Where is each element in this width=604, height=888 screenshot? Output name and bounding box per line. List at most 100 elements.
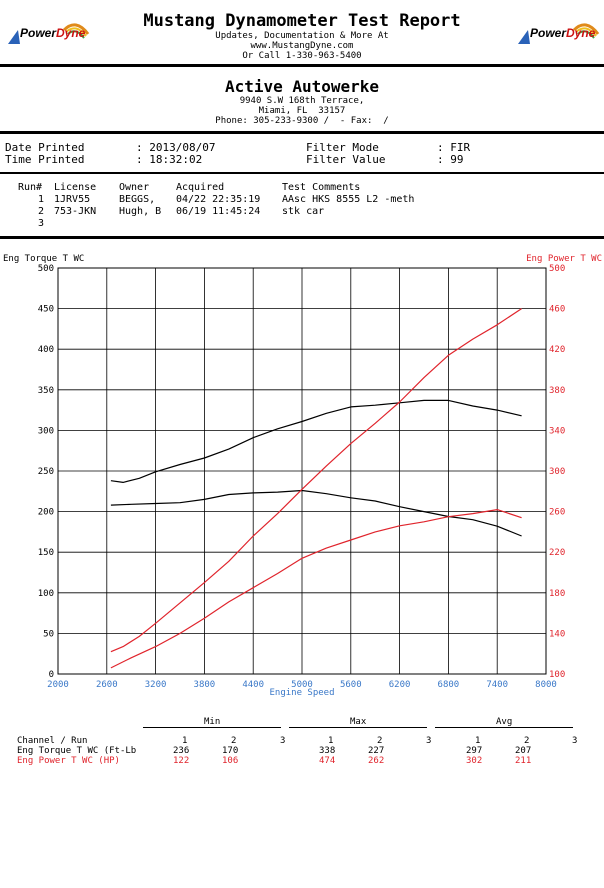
time-printed-value: : 18:32:02 xyxy=(136,153,203,166)
x-tick-label: 5000 xyxy=(291,680,313,690)
filter-mode-value: : FIR xyxy=(437,141,471,154)
torque-run-1-line xyxy=(110,399,522,483)
summary-cell: 211 xyxy=(515,756,532,766)
y-left-tick-label: 250 xyxy=(38,467,54,477)
y-left-tick-label: 100 xyxy=(38,589,54,599)
x-axis-label: Engine Speed xyxy=(269,688,334,698)
y-right-tick-label: 260 xyxy=(549,508,565,518)
power-run-2-line xyxy=(110,509,522,669)
date-printed-value: : 2013/08/07 xyxy=(136,141,216,154)
y-left-tick-label: 450 xyxy=(38,305,54,315)
filter-value-label: Filter Value xyxy=(306,153,386,166)
x-tick-label: 5600 xyxy=(340,680,362,690)
table-cell: 2 xyxy=(38,206,45,217)
y-right-tick-label: 340 xyxy=(549,426,565,436)
summary-run-number: 2 xyxy=(524,736,530,746)
summary-cell: 236 xyxy=(173,746,190,756)
y-right-tick-label: 460 xyxy=(549,305,565,315)
summary-cell: 170 xyxy=(222,746,239,756)
time-printed-label: Time Printed xyxy=(5,153,85,166)
y-left-tick-label: 150 xyxy=(38,548,54,558)
summary-run-number: 3 xyxy=(572,736,578,746)
summary-cell: 106 xyxy=(222,756,239,766)
x-tick-label: 2000 xyxy=(47,680,69,690)
summary-channel-header: Channel / Run xyxy=(17,736,88,746)
summary-run-number: 1 xyxy=(182,736,188,746)
x-tick-label: 6200 xyxy=(389,680,411,690)
filter-mode-label: Filter Mode xyxy=(306,141,379,154)
filter-value-value: : 99 xyxy=(437,153,464,166)
y-left-tick-label: 50 xyxy=(43,629,54,639)
summary-run-number: 1 xyxy=(328,736,334,746)
powerdyne-swoosh-icon xyxy=(8,23,90,44)
powerdyne-logo-right: PowerDyne xyxy=(516,20,600,48)
shop-address-2: Miami, FL 33157 xyxy=(258,106,346,116)
runs-header-acquired: Acquired xyxy=(176,182,225,193)
header-line-3: Or Call 1-330-963-5400 xyxy=(242,51,362,61)
y-right-tick-label: 500 xyxy=(549,264,565,274)
summary-cell: 227 xyxy=(368,746,385,756)
summary-group-max: Max xyxy=(350,717,367,727)
table-cell: stk car xyxy=(282,206,325,217)
divider xyxy=(0,131,604,134)
divider xyxy=(0,172,604,174)
summary-row-label: Eng Power T WC (HP) xyxy=(17,756,120,766)
x-tick-label: 3200 xyxy=(145,680,167,690)
right-axis-label: Eng Power T WC xyxy=(526,254,602,264)
left-axis-label: Eng Torque T WC xyxy=(3,254,84,264)
x-tick-label: 7400 xyxy=(486,680,508,690)
table-cell: 06/19 11:45:24 xyxy=(176,206,261,217)
header-line-2: www.MustangDyne.com xyxy=(250,41,354,51)
table-cell: 04/22 22:35:19 xyxy=(176,194,261,205)
x-tick-label: 4400 xyxy=(242,680,264,690)
summary-cell: 338 xyxy=(319,746,336,756)
table-cell: 3 xyxy=(38,218,45,229)
table-cell: AAsc HKS 8555 L2 -meth xyxy=(282,194,415,205)
date-printed-label: Date Printed xyxy=(5,141,85,154)
table-cell: BEGGS, xyxy=(119,194,156,205)
runs-header-owner: Owner xyxy=(119,182,150,193)
header-line-1: Updates, Documentation & More At xyxy=(215,31,389,41)
runs-header-comments: Test Comments xyxy=(282,182,361,193)
table-cell: 1 xyxy=(38,194,45,205)
summary-max-rule xyxy=(289,727,427,728)
table-cell: 753-JKN xyxy=(54,206,97,217)
x-tick-label: 6800 xyxy=(438,680,460,690)
summary-min-rule xyxy=(143,727,281,728)
y-left-tick-label: 500 xyxy=(38,264,54,274)
summary-run-number: 2 xyxy=(377,736,383,746)
y-right-tick-label: 220 xyxy=(549,548,565,558)
divider xyxy=(0,64,604,67)
shop-address-1: 9940 S.W 168th Terrace, xyxy=(239,96,365,106)
summary-cell: 207 xyxy=(515,746,532,756)
summary-cell: 474 xyxy=(319,756,336,766)
powerdyne-swoosh-icon xyxy=(518,23,600,44)
divider xyxy=(0,236,604,239)
summary-cell: 262 xyxy=(368,756,385,766)
summary-avg-rule xyxy=(435,727,573,728)
report-title: Mustang Dynamometer Test Report xyxy=(143,11,461,31)
x-tick-label: 2600 xyxy=(96,680,118,690)
powerdyne-logo-left: PowerDyne xyxy=(6,20,90,48)
dyno-chart: 2000 2600 3200 3800 4400 5000 5600 6200 6800 7400… xyxy=(3,254,602,698)
y-right-tick-label: 140 xyxy=(549,629,565,639)
summary-cell: 297 xyxy=(466,746,483,756)
shop-name: Active Autowerke xyxy=(224,77,380,96)
runs-header-run: Run# xyxy=(18,182,43,193)
summary-group-avg: Avg xyxy=(496,717,513,727)
summary-row-label: Eng Torque T WC (Ft-Lb xyxy=(17,746,137,756)
y-right-tick-label: 300 xyxy=(549,467,565,477)
y-right-tick-label: 100 xyxy=(549,670,565,680)
y-right-tick-label: 180 xyxy=(549,589,565,599)
summary-group-min: Min xyxy=(204,717,221,727)
table-cell: Hugh, B xyxy=(119,206,162,217)
y-right-tick-label: 380 xyxy=(549,386,565,396)
runs-header-license: License xyxy=(54,182,97,193)
summary-cell: 122 xyxy=(173,756,190,766)
shop-phone: Phone: 305-233-9300 / - Fax: / xyxy=(215,116,389,126)
torque-run-2-line xyxy=(110,489,522,537)
y-left-tick-label: 350 xyxy=(38,386,54,396)
summary-run-number: 2 xyxy=(231,736,237,746)
x-tick-label: 3800 xyxy=(194,680,216,690)
summary-cell: 302 xyxy=(466,756,483,766)
